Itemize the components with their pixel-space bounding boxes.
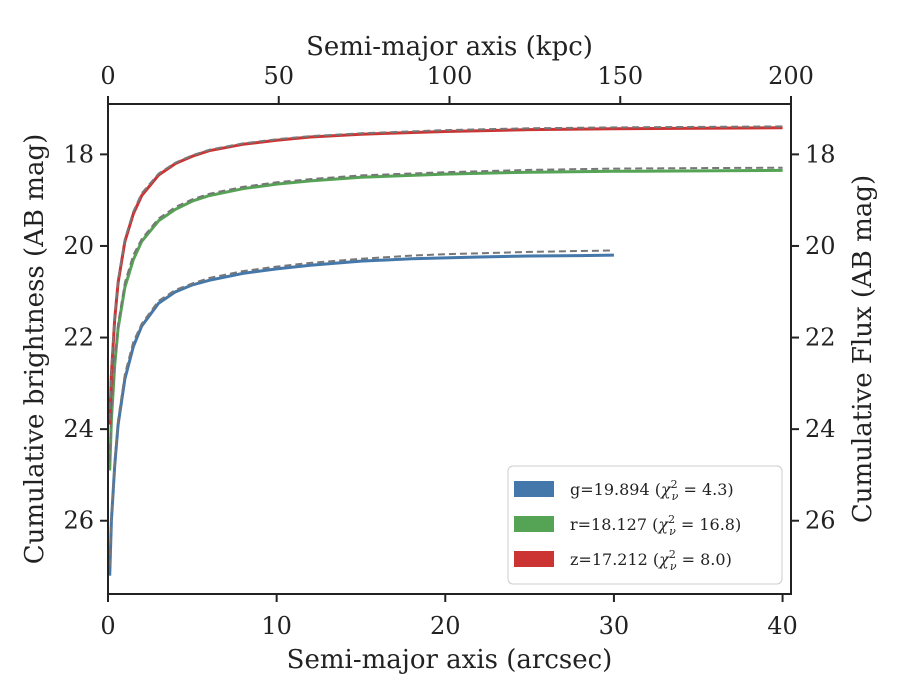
legend: g=19.894 (χ2 ν = 4.3) r=18.127 (χ2 ν = 16.8… bbox=[507, 465, 783, 585]
model-line-2 bbox=[108, 125, 783, 421]
axis-ticks: 0 10 20 30 40 0 50 100 150 200 18 18 20 20 22 22 24 24 26 2… bbox=[63, 62, 835, 640]
y-tick-label-3: 24 bbox=[63, 415, 94, 443]
x-axis-title: Semi-major axis (arcsec) bbox=[287, 645, 613, 675]
top-x-tick-label-1: 50 bbox=[263, 62, 294, 90]
x-tick-label-3: 30 bbox=[599, 612, 630, 640]
x-tick-label-0: 0 bbox=[100, 612, 115, 640]
x-tick-label-1: 10 bbox=[261, 612, 292, 640]
legend-label-2: z=17.212 (χ2 ν = 8.0) bbox=[570, 548, 732, 573]
plot-content bbox=[108, 125, 783, 576]
right-y-tick-label-0: 18 bbox=[805, 140, 836, 168]
x-tick-label-2: 20 bbox=[430, 612, 461, 640]
series-line-1 bbox=[108, 168, 783, 471]
y-tick-label-4: 26 bbox=[63, 507, 94, 535]
top-x-tick-label-0: 0 bbox=[100, 62, 115, 90]
top-x-tick-label-4: 200 bbox=[768, 62, 814, 90]
top-x-axis-title: Semi-major axis (kpc) bbox=[306, 32, 593, 62]
top-x-tick-label-3: 150 bbox=[597, 62, 643, 90]
legend-swatch-1 bbox=[514, 516, 554, 532]
y-tick-label-0: 18 bbox=[63, 140, 94, 168]
legend-label-1: r=18.127 (χ2 ν = 16.8) bbox=[570, 513, 741, 538]
right-y-tick-label-2: 22 bbox=[805, 324, 836, 352]
right-y-tick-label-1: 20 bbox=[805, 232, 836, 260]
legend-box bbox=[507, 465, 783, 585]
y-axis-title: Cumulative brightness (AB mag) bbox=[20, 134, 50, 565]
right-y-axis-title: Cumulative Flux (AB mag) bbox=[848, 175, 878, 523]
right-y-tick-label-3: 24 bbox=[805, 415, 836, 443]
y-tick-label-2: 22 bbox=[63, 324, 94, 352]
legend-label-0: g=19.894 (χ2 ν = 4.3) bbox=[570, 478, 734, 503]
model-line-0 bbox=[108, 249, 614, 567]
y-tick-label-1: 20 bbox=[63, 232, 94, 260]
legend-swatch-2 bbox=[514, 551, 554, 567]
legend-swatch-0 bbox=[514, 481, 554, 497]
right-y-tick-label-4: 26 bbox=[805, 507, 836, 535]
top-x-tick-label-2: 100 bbox=[427, 62, 473, 90]
x-tick-label-4: 40 bbox=[767, 612, 798, 640]
model-line-1 bbox=[108, 166, 783, 462]
